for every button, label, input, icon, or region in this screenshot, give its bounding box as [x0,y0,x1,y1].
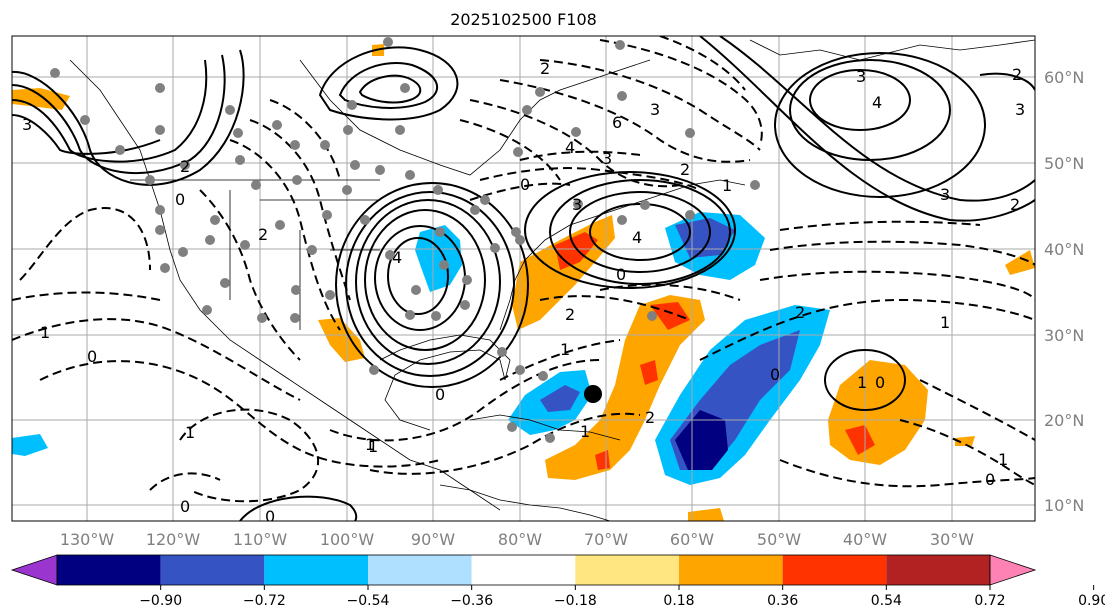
colorbar-segment [471,555,576,585]
contour-label: 1 [998,450,1008,469]
contour-label: 0 [435,385,445,404]
lon-label: 130°W [60,530,115,549]
lat-label: 40°N [1044,240,1084,259]
contour-label: 0 [180,497,190,516]
contour-label: 1 [185,423,195,442]
solid-contours [12,36,1035,521]
lon-label: 90°W [411,530,455,549]
contour-label: 3 [940,185,950,204]
colorbar-tick-label: −0.18 [554,593,597,609]
contour-label: 0 [87,347,97,366]
lon-label: 80°W [498,530,542,549]
lat-label: 30°N [1044,326,1084,345]
contour-label: 0 [770,365,780,384]
contour-label: 2 [645,408,655,427]
contour-label: 2 [180,157,190,176]
contour-label: 3 [572,195,582,214]
contour-label: 4 [392,248,402,267]
lon-label: 50°W [757,530,801,549]
colorbar-extend-high [989,554,1037,586]
contour-label: 2 [1012,65,1022,84]
longitude-labels: 130°W 120°W 110°W 100°W 90°W 80°W 70°W 6… [60,530,974,549]
colorbar-tick-label: 0.18 [663,593,694,609]
contour-label: 3 [22,115,32,134]
lon-label: 60°W [670,530,714,549]
contour-label: 2 [565,305,575,324]
colorbar-tick-label: 0.54 [871,593,902,609]
contour-label: 4 [632,228,642,247]
colorbar-tick-label: −0.72 [243,593,286,609]
storm-center-marker [584,385,602,403]
contour-label: 2 [1010,195,1020,214]
contour-label: 0 [265,507,275,526]
lon-label: 110°W [233,530,288,549]
contour-label: 0 [520,175,530,194]
contour-label: 1 [857,373,867,392]
contour-label: 3 [602,149,612,168]
lon-label: 100°W [320,530,375,549]
map-content: 3 4 2 2 6 3 4 3 0 2 1 4 0 2 1 1 0 0 1 1 … [12,36,1035,526]
contour-label: 1 [580,422,590,441]
contour-label: 1 [368,437,378,456]
contour-label: 1 [722,176,732,195]
colorbar-segment [57,555,161,585]
contour-label: 1 [40,323,50,342]
colorbar-extend-low [10,554,58,586]
lon-label: 30°W [930,530,974,549]
lat-label: 50°N [1044,154,1084,173]
contour-label: 3 [856,67,866,86]
station-dots [50,37,760,443]
contour-label: 4 [872,93,882,112]
colorbar-segment [886,555,990,585]
colorbar-tick-label: 0.90 [1078,593,1105,609]
contour-label: 1 [560,340,570,359]
map-border [11,35,1036,522]
colorbar-segment [679,555,783,585]
contour-label: 0 [616,265,626,284]
colorbar: −0.90 −0.72 −0.54 −0.36 −0.18 0.18 0.36 0.54 0.7… [10,554,1105,609]
contour-label: 1 [365,435,375,454]
contour-label: 0 [875,373,885,392]
colorbar-tick-label: −0.36 [450,593,493,609]
latitude-labels: 60°N 50°N 40°N 30°N 20°N 10°N [1044,68,1084,515]
contour-labels: 3 4 2 2 6 3 4 3 0 2 1 4 0 2 1 1 0 0 1 1 … [22,59,1025,526]
colorbar-border [56,554,991,586]
lat-label: 20°N [1044,411,1084,430]
contour-label: 2 [258,225,268,244]
contour-label: 1 [940,313,950,332]
colorbar-tick-label: 0.72 [974,593,1005,609]
contour-label: 2 [680,160,690,179]
lon-label: 70°W [584,530,628,549]
contour-label: 2 [540,59,550,78]
contour-label: 3 [1015,100,1025,119]
colorbar-segment [368,555,472,585]
contour-label: 6 [612,113,622,132]
lat-label: 10°N [1044,496,1084,515]
contour-label: 4 [565,138,575,157]
colorbar-segment [575,555,679,585]
colorbar-segment [264,555,368,585]
map-title: 2025102500 F108 [450,10,597,29]
colorbar-tick-label: −0.90 [139,593,182,609]
contour-label: 3 [650,100,660,119]
lat-label: 60°N [1044,68,1084,87]
colorbar-segment [782,555,887,585]
contour-label: 2 [795,303,805,322]
lon-label: 40°W [843,530,887,549]
dashed-contours [12,36,1035,503]
contour-label: 0 [175,190,185,209]
lon-label: 120°W [146,530,201,549]
colorbar-tick-label: 0.36 [767,593,798,609]
colorbar-tick-label: −0.54 [347,593,390,609]
colorbar-segment [160,555,265,585]
contour-label: 0 [985,470,995,489]
